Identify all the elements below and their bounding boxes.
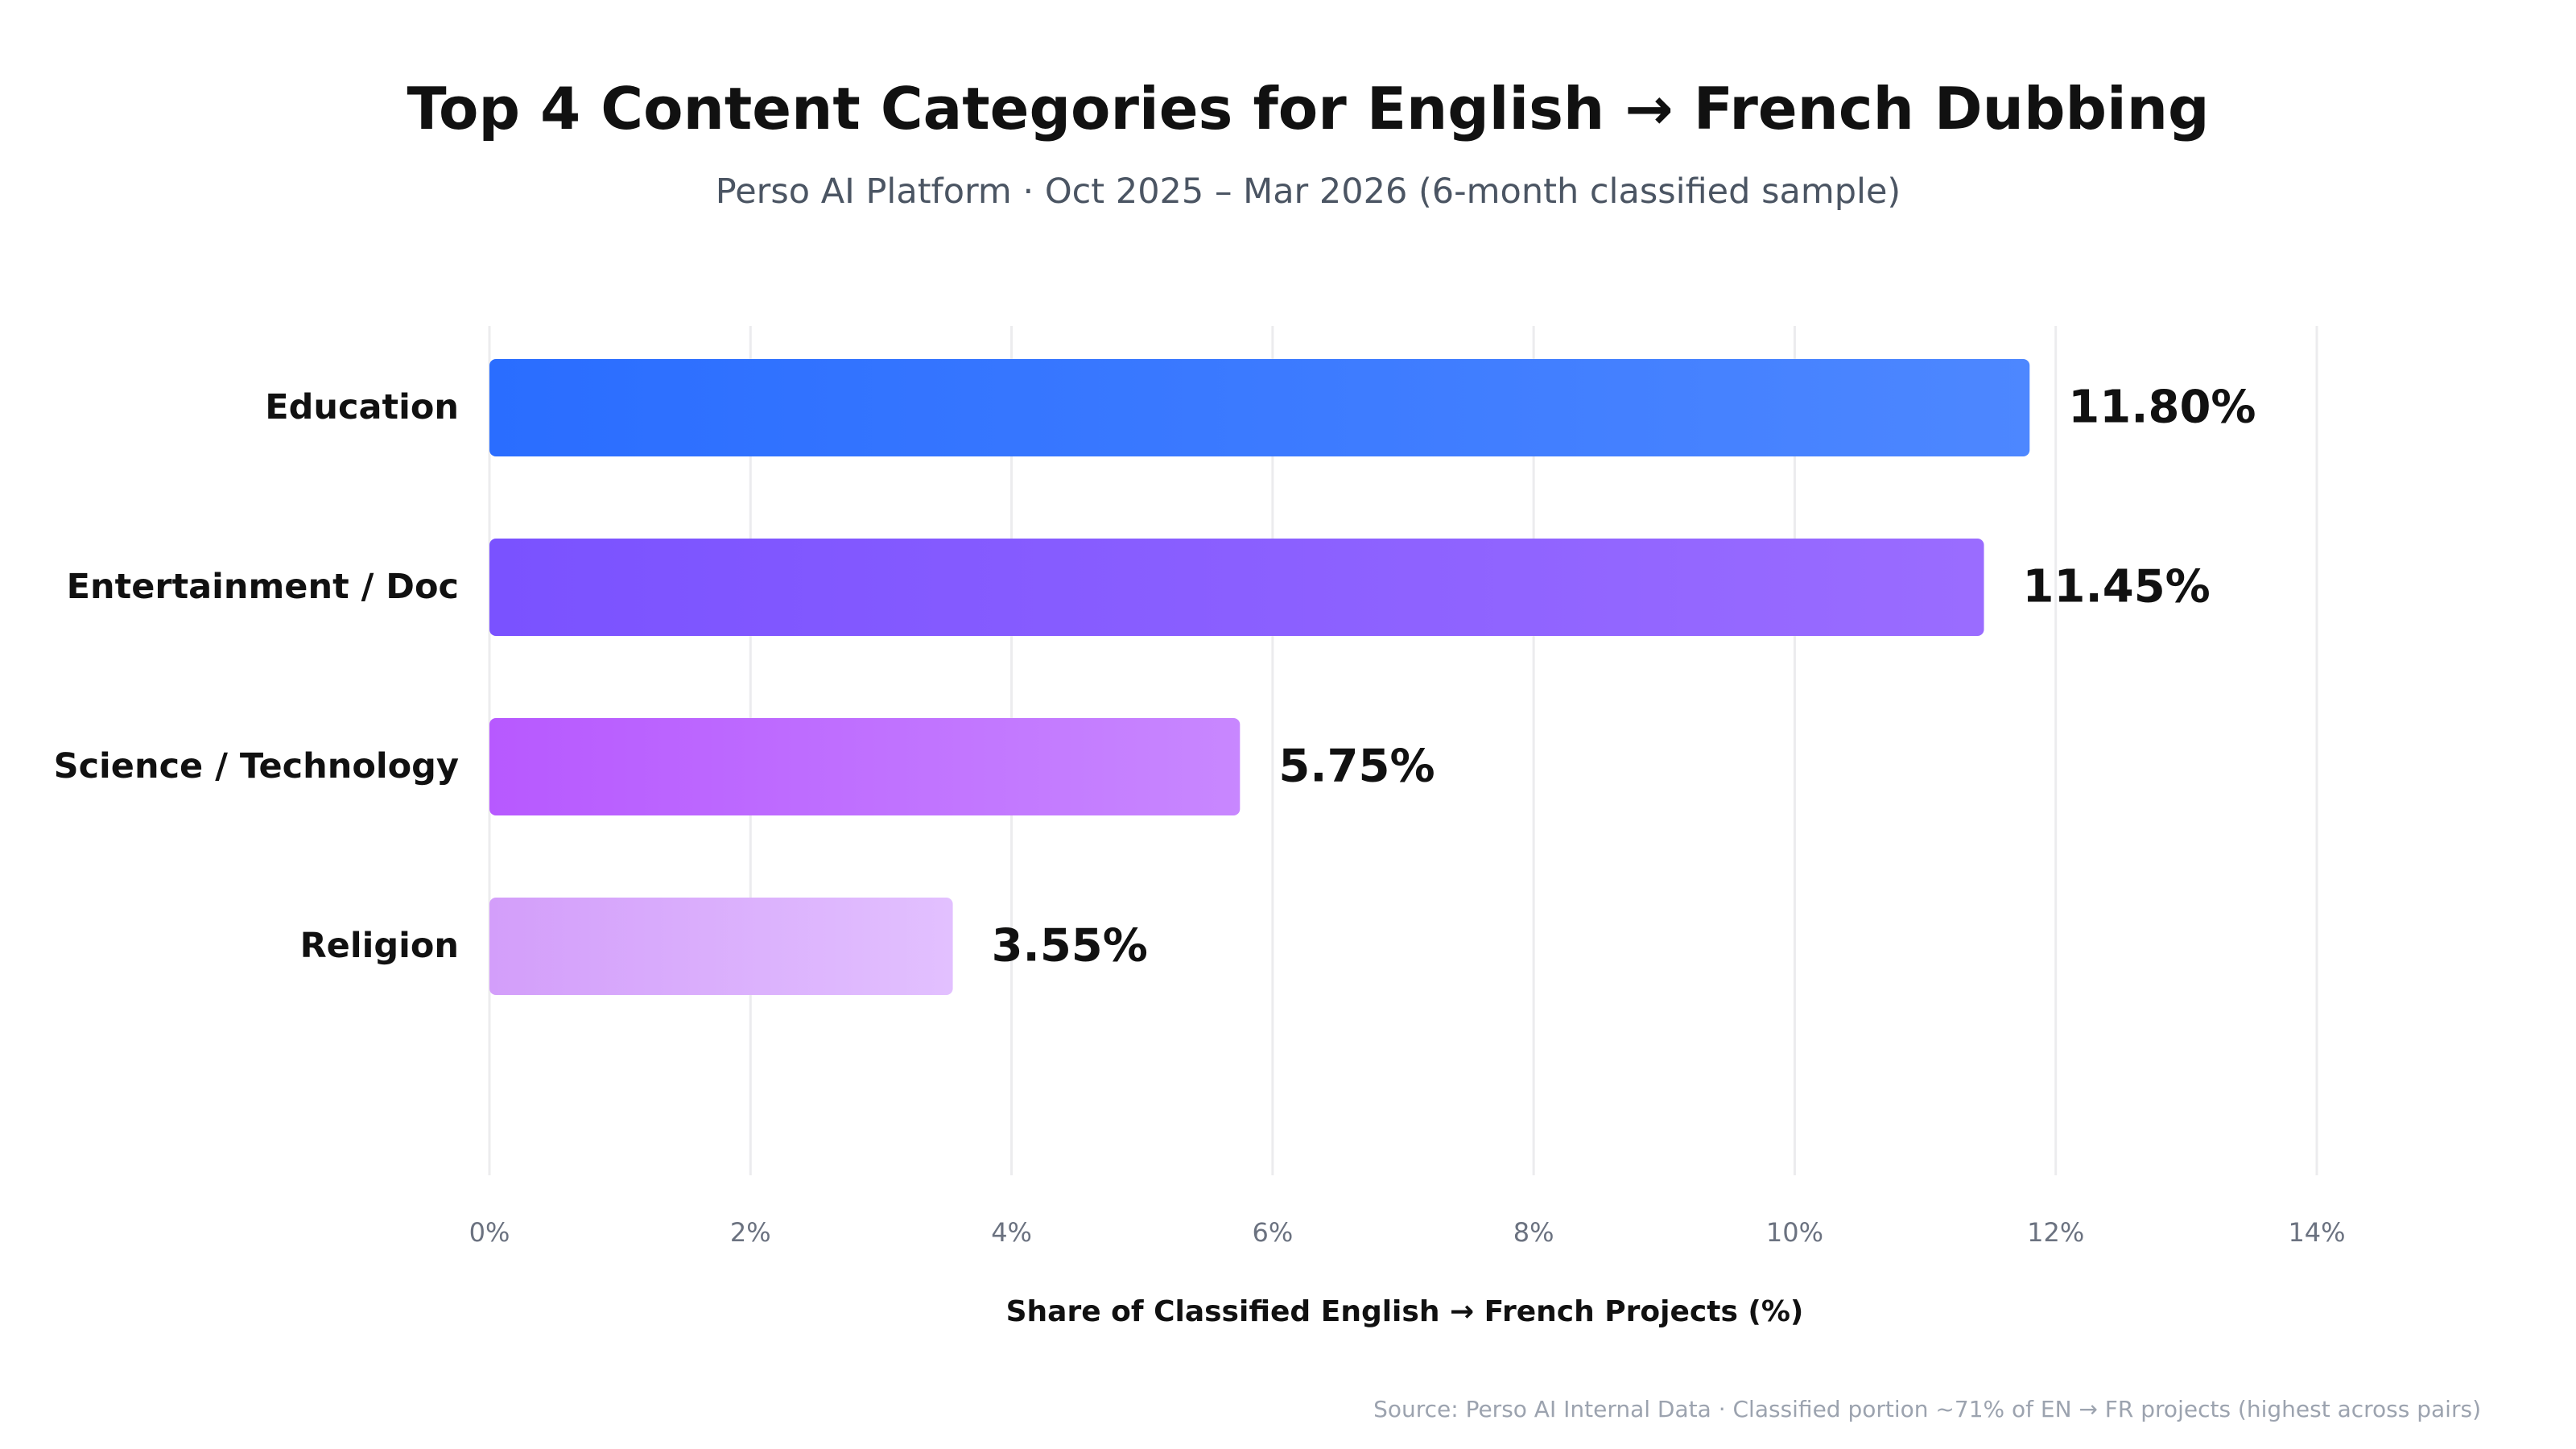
value-label: 3.55% xyxy=(992,920,1148,972)
chart-title: Top 4 Content Categories for English → F… xyxy=(407,75,2210,142)
x-axis-label: Share of Classified English → French Pro… xyxy=(1006,1295,1804,1328)
bars xyxy=(489,359,2030,995)
bar-2 xyxy=(489,539,1984,636)
category-labels: Education Entertainment / Doc Science / Te… xyxy=(54,387,459,966)
category-label: Entertainment / Doc xyxy=(67,567,459,607)
chart-subtitle: Perso AI Platform · Oct 2025 – Mar 2026 … xyxy=(716,171,1901,212)
bar-1 xyxy=(489,359,2030,456)
x-tick-label: 2% xyxy=(730,1217,771,1248)
x-tick-label: 12% xyxy=(2027,1217,2084,1248)
x-tick-label: 6% xyxy=(1252,1217,1293,1248)
value-label: 11.45% xyxy=(2023,561,2211,613)
category-label: Religion xyxy=(300,926,459,966)
x-tick-label: 14% xyxy=(2288,1217,2345,1248)
value-label: 11.80% xyxy=(2068,382,2256,434)
value-label: 5.75% xyxy=(1278,741,1435,793)
x-tick-label: 0% xyxy=(469,1217,510,1248)
category-label: Science / Technology xyxy=(54,746,459,786)
value-labels: 11.80% 11.45% 5.75% 3.55% xyxy=(992,382,2256,972)
category-label: Education xyxy=(265,387,459,427)
bar-4 xyxy=(489,898,953,995)
x-tick-label: 8% xyxy=(1513,1217,1554,1248)
x-tick-label: 10% xyxy=(1766,1217,1823,1248)
x-axis-ticks: 0% 2% 4% 6% 8% 10% 12% 14% xyxy=(469,1217,2346,1248)
x-tick-label: 4% xyxy=(991,1217,1032,1248)
bar-3 xyxy=(489,718,1241,815)
source-note: Source: Perso AI Internal Data · Classif… xyxy=(1373,1396,2481,1422)
